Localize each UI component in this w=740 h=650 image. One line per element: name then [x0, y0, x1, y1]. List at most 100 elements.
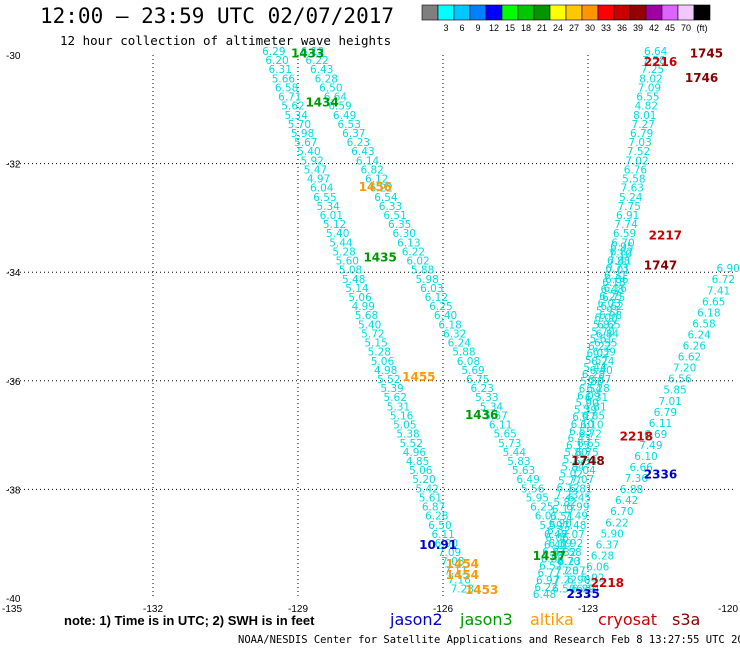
swh-value: 5.66	[272, 73, 296, 85]
legend-swatch	[597, 4, 615, 21]
pass-label-s3a: 1748	[571, 454, 604, 468]
swh-value: 5.52	[377, 374, 400, 386]
swh-value: 6.30	[393, 228, 416, 240]
swh-value: 6.40	[589, 365, 612, 377]
pass-label-jason3: 1433	[291, 47, 324, 61]
swh-value: 6.24	[687, 329, 711, 341]
swh-value: 6.24	[591, 356, 615, 368]
swh-value: 5.34	[480, 401, 504, 413]
swh-value: 5.68	[355, 310, 378, 322]
swh-value: 6.12	[365, 174, 388, 186]
swh-value: 6.92	[560, 538, 583, 550]
legend-label: 27	[569, 23, 579, 33]
swh-value: 6.71	[278, 92, 301, 104]
legend-swatch	[437, 4, 455, 21]
swh-value: 6.91	[616, 210, 639, 222]
satellite-legend-s3a: s3a	[672, 610, 700, 629]
swh-value: 6.32	[553, 547, 576, 559]
swh-value: 6.58	[692, 318, 715, 330]
swh-value: 5.38	[396, 429, 419, 441]
swh-value: 6.64	[644, 46, 668, 58]
swh-value: 5.61	[590, 334, 613, 346]
swh-value: 6.88	[620, 484, 643, 496]
swh-value: 5.77	[558, 476, 581, 488]
pass-label-jason2: 2336	[644, 468, 677, 482]
swh-value: 5.15	[364, 338, 387, 350]
swh-value: 6.06	[545, 532, 569, 544]
legend-swatch	[501, 4, 519, 21]
pass-label-jason3: 1435	[363, 250, 396, 264]
page-title: 12:00 – 23:59 UTC 02/07/2017	[40, 4, 395, 28]
lon-tick-label: -123	[578, 604, 598, 615]
swh-value: 6.56	[668, 374, 692, 386]
graticule	[8, 55, 733, 598]
legend-swatch	[565, 4, 583, 21]
pass-label-altika: 1453	[465, 583, 498, 597]
legend-swatch	[469, 4, 487, 21]
swh-value: 6.32	[443, 328, 466, 340]
swh-value: 7.52	[627, 146, 650, 158]
swh-value: 5.60	[336, 256, 359, 268]
swh-value: 6.29	[262, 46, 285, 58]
swh-value: 5.39	[380, 383, 403, 395]
note-text: note: 1) Time is in UTC; 2) SWH is in fe…	[64, 613, 315, 628]
swh-value: 7.49	[565, 511, 588, 523]
swh-value: 6.50	[552, 584, 575, 596]
swh-value: 6.31	[604, 270, 627, 282]
pass-label-jason3: 1436	[465, 408, 498, 422]
swh-value: 6.48	[544, 529, 567, 541]
legend-label: 15	[505, 23, 515, 33]
pass-label-cryosat: 2218	[620, 430, 653, 444]
legend-swatch	[661, 4, 679, 21]
swh-value: 4.97	[307, 174, 330, 186]
swh-value: 6.55	[636, 92, 659, 104]
swh-value: 6.50	[319, 82, 342, 94]
swh-value: 6.98	[599, 310, 622, 322]
lon-tick-label: -126	[433, 604, 453, 615]
swh-value: 5.57	[585, 355, 608, 367]
color-scale-legend: 3 6 9 12 15 18 21 24 27 30 33 36 39 42 45 70 (ft)	[421, 4, 711, 33]
swh-value: 6.04	[310, 183, 334, 195]
swh-value: 5.44	[329, 237, 353, 249]
swh-value: 6.49	[516, 474, 539, 486]
swh-value: 6.31	[269, 64, 292, 76]
lon-tick-label: -120	[718, 604, 738, 615]
swh-value: 5.16	[390, 410, 414, 422]
swh-value: 5.70	[288, 119, 311, 131]
swh-value: 6.35	[388, 219, 411, 231]
swh-value: 6.70	[610, 506, 633, 518]
swh-value: 6.13	[397, 237, 420, 249]
swh-value: 6.86	[605, 274, 629, 286]
swh-value: 6.45	[568, 492, 591, 504]
swh-value: 7.09	[638, 82, 661, 94]
satellite-legend-jason2: jason2	[389, 610, 443, 629]
swh-value: 6.28	[582, 369, 605, 381]
swh-value: 6.10	[571, 419, 594, 431]
swh-value: 6.42	[615, 495, 638, 507]
swh-value: 6.02	[406, 256, 429, 268]
swh-value: 5.80	[580, 376, 603, 388]
swh-value: 6.33	[379, 201, 402, 213]
swh-value: 5.67	[294, 137, 317, 149]
swh-value: 6.22	[605, 517, 628, 529]
pass-label-cryosat: 2217	[649, 229, 682, 243]
legend-swatch	[581, 4, 599, 21]
swh-value: 6.43	[544, 539, 567, 551]
swh-value: 6.72	[712, 274, 735, 286]
swh-value: 7.49	[639, 440, 662, 452]
legend-label: 12	[489, 23, 499, 33]
swh-value: 6.14	[356, 155, 380, 167]
swh-value: 6.22	[370, 183, 393, 195]
swh-value: 6.77	[538, 568, 561, 580]
legend-swatch	[517, 4, 535, 21]
satellite-legend-altika: altika	[530, 610, 574, 629]
swh-value: 6.23	[347, 137, 370, 149]
swh-value: 5.44	[503, 447, 527, 459]
legend-swatch	[485, 4, 503, 21]
swh-value: 6.90	[435, 538, 458, 550]
swh-value: 6.70	[557, 556, 580, 568]
pass-label-jason2: 2335	[566, 587, 599, 601]
swh-value: 5.52	[400, 438, 423, 450]
axis-tick-labels: -30 -32 -34 -36 -38 -40-135 -132 -129 -126 -123 -1…	[2, 51, 738, 615]
wave-height-tracks: 6.296.206.315.666.586.715.625.345.705.98…	[262, 46, 740, 601]
